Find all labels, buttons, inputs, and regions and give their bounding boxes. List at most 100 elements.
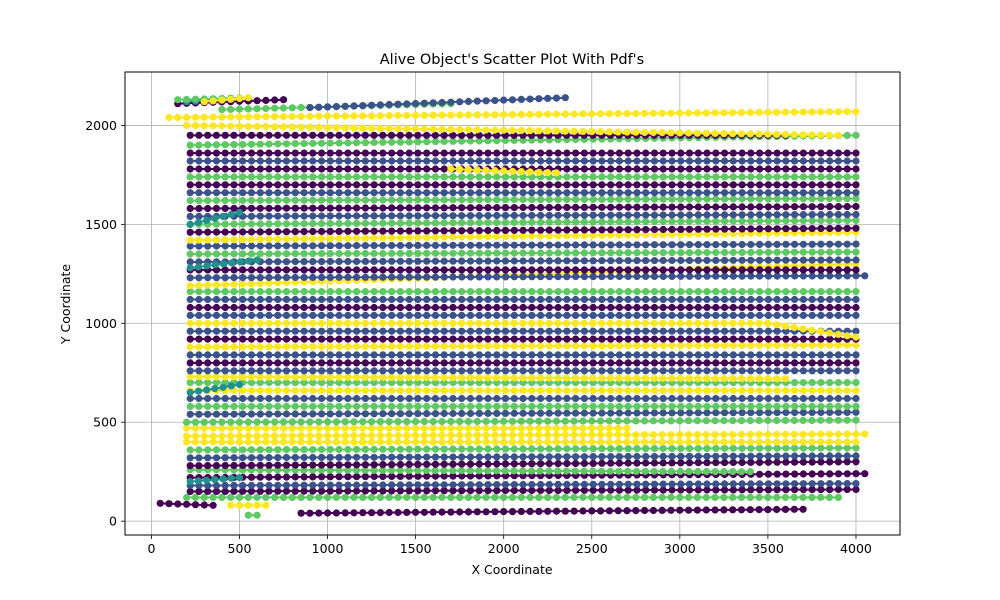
data-point bbox=[756, 157, 764, 165]
data-point bbox=[721, 266, 729, 274]
data-point bbox=[429, 493, 437, 501]
data-point bbox=[370, 319, 378, 327]
data-point bbox=[712, 303, 720, 312]
data-point bbox=[607, 409, 615, 417]
data-point bbox=[361, 196, 369, 204]
data-point bbox=[501, 481, 510, 489]
data-point bbox=[186, 181, 194, 189]
data-point bbox=[396, 249, 404, 257]
data-point bbox=[271, 424, 279, 432]
data-point bbox=[703, 248, 711, 257]
data-point bbox=[649, 493, 658, 501]
data-point bbox=[230, 280, 238, 288]
data-point bbox=[212, 311, 221, 319]
data-point bbox=[642, 211, 650, 219]
track-line bbox=[190, 472, 865, 479]
data-point bbox=[729, 165, 737, 173]
data-point bbox=[685, 493, 693, 501]
data-point bbox=[256, 303, 264, 312]
data-point bbox=[219, 212, 227, 220]
data-point bbox=[650, 480, 659, 488]
data-point bbox=[388, 138, 396, 146]
data-point bbox=[580, 342, 589, 350]
data-point bbox=[344, 410, 352, 418]
data-point bbox=[685, 452, 694, 460]
data-point bbox=[335, 319, 343, 327]
data-point bbox=[712, 394, 720, 403]
data-point bbox=[344, 379, 352, 387]
data-point bbox=[326, 466, 334, 474]
data-point bbox=[729, 359, 737, 367]
data-point bbox=[624, 394, 632, 403]
data-point bbox=[721, 480, 729, 488]
data-point bbox=[552, 417, 561, 425]
data-point bbox=[475, 295, 483, 304]
data-point bbox=[808, 416, 816, 424]
data-point bbox=[309, 273, 317, 281]
data-point bbox=[341, 509, 349, 517]
data-point bbox=[353, 295, 361, 304]
data-point bbox=[309, 446, 317, 454]
data-point bbox=[195, 462, 203, 470]
data-point bbox=[388, 453, 396, 461]
data-point bbox=[230, 359, 238, 367]
data-point bbox=[438, 508, 446, 516]
data-point bbox=[755, 108, 763, 116]
data-point bbox=[440, 288, 448, 296]
data-point bbox=[274, 387, 282, 395]
data-point bbox=[510, 481, 518, 489]
data-point bbox=[677, 486, 685, 494]
data-point bbox=[791, 288, 799, 296]
data-point bbox=[361, 219, 369, 227]
data-point bbox=[256, 311, 264, 319]
data-point bbox=[376, 112, 384, 120]
data-point bbox=[484, 149, 492, 157]
data-point bbox=[598, 387, 606, 395]
data-point bbox=[423, 138, 431, 146]
data-point bbox=[544, 424, 552, 432]
data-point bbox=[335, 473, 343, 481]
data-point bbox=[253, 511, 261, 519]
data-point bbox=[764, 311, 773, 319]
data-point bbox=[799, 173, 808, 181]
data-point bbox=[650, 231, 659, 239]
data-point bbox=[405, 481, 413, 489]
data-point bbox=[817, 217, 825, 225]
data-point bbox=[826, 149, 834, 157]
data-point bbox=[817, 402, 825, 410]
data-point bbox=[694, 452, 702, 460]
data-point bbox=[808, 379, 816, 387]
data-point bbox=[235, 105, 244, 113]
data-point bbox=[791, 181, 799, 189]
data-point bbox=[799, 351, 808, 359]
data-point bbox=[528, 367, 536, 375]
data-point bbox=[361, 473, 369, 481]
data-point bbox=[773, 470, 781, 478]
data-point bbox=[256, 446, 264, 454]
data-point bbox=[554, 453, 562, 461]
data-point bbox=[458, 453, 466, 461]
data-point bbox=[633, 445, 641, 453]
data-point bbox=[738, 203, 746, 211]
data-point bbox=[510, 189, 518, 197]
data-point bbox=[484, 249, 492, 257]
data-point bbox=[493, 487, 501, 495]
data-point bbox=[808, 458, 816, 466]
data-point bbox=[852, 157, 860, 165]
data-point bbox=[274, 131, 282, 139]
data-point bbox=[737, 506, 746, 514]
data-point bbox=[200, 424, 208, 432]
data-point bbox=[388, 311, 396, 319]
data-point bbox=[186, 446, 194, 454]
data-point bbox=[195, 189, 203, 197]
data-point bbox=[826, 203, 834, 211]
object-track bbox=[186, 367, 860, 375]
data-point bbox=[667, 438, 675, 446]
data-point bbox=[615, 311, 624, 319]
data-point bbox=[632, 493, 640, 501]
data-point bbox=[265, 402, 273, 410]
data-point bbox=[353, 212, 361, 220]
data-point bbox=[598, 218, 606, 226]
data-point bbox=[466, 131, 474, 139]
